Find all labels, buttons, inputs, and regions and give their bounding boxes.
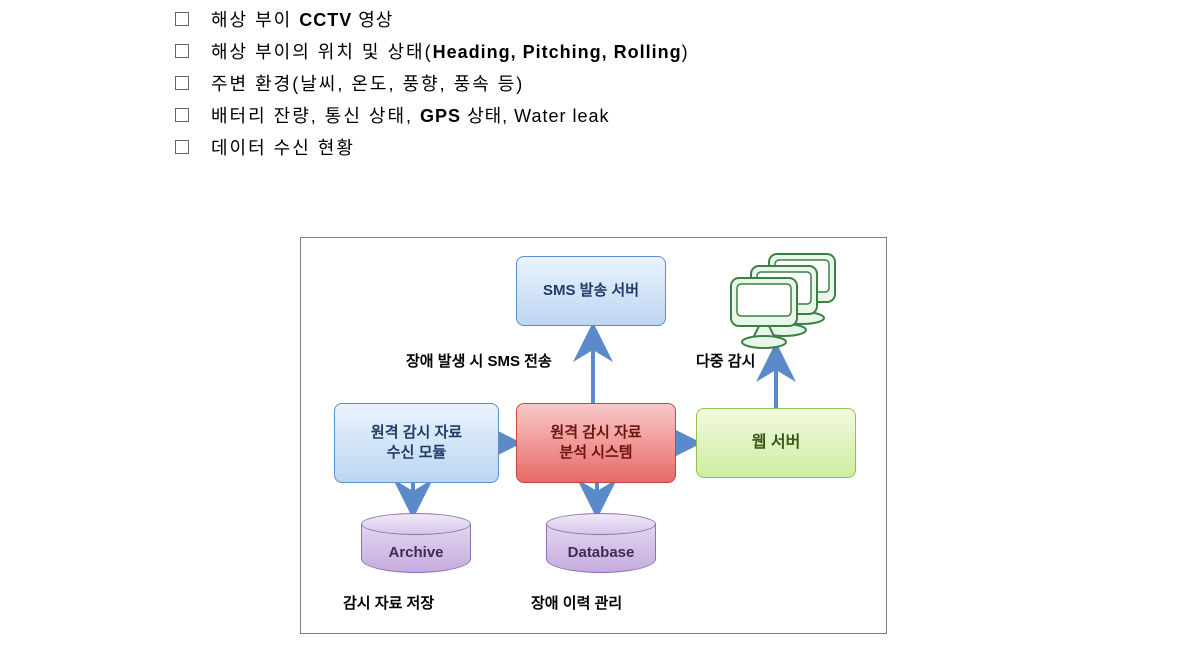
bullet-text: 주변 환경(날씨, 온도, 풍향, 풍속 등) <box>211 70 524 96</box>
label-sms: 장애 발생 시 SMS 전송 <box>406 350 552 371</box>
node-web-server: 웹 서버 <box>696 408 856 478</box>
monitors-icon <box>731 254 835 348</box>
cylinder-archive: Archive <box>361 513 471 573</box>
bullet-marker <box>175 76 189 90</box>
bullet-marker <box>175 44 189 58</box>
label-database: 장애 이력 관리 <box>531 592 622 613</box>
bullet-marker <box>175 140 189 154</box>
bullet-text: 해상 부이의 위치 및 상태(Heading, Pitching, Rollin… <box>211 38 689 64</box>
bullet-marker <box>175 108 189 122</box>
list-item: 주변 환경(날씨, 온도, 풍향, 풍속 등) <box>175 70 689 96</box>
bullet-text: 해상 부이 CCTV 영상 <box>211 6 393 32</box>
cylinder-database: Database <box>546 513 656 573</box>
node-analyze-system: 원격 감시 자료 분석 시스템 <box>516 403 676 483</box>
list-item: 해상 부이의 위치 및 상태(Heading, Pitching, Rollin… <box>175 38 689 64</box>
node-sms-server: SMS 발송 서버 <box>516 256 666 326</box>
bullet-list: 해상 부이 CCTV 영상 해상 부이의 위치 및 상태(Heading, Pi… <box>175 0 689 166</box>
bullet-text: 데이터 수신 현황 <box>211 134 355 160</box>
label-archive: 감시 자료 저장 <box>343 592 434 613</box>
bullet-text: 배터리 잔량, 통신 상태, GPS 상태, Water leak <box>211 102 610 128</box>
list-item: 해상 부이 CCTV 영상 <box>175 6 689 32</box>
diagram-frame: SMS 발송 서버 원격 감시 자료 수신 모듈 원격 감시 자료 분석 시스템… <box>300 237 887 634</box>
node-recv-module: 원격 감시 자료 수신 모듈 <box>334 403 499 483</box>
bullet-marker <box>175 12 189 26</box>
list-item: 데이터 수신 현황 <box>175 134 689 160</box>
label-multi: 다중 감시 <box>696 350 755 371</box>
list-item: 배터리 잔량, 통신 상태, GPS 상태, Water leak <box>175 102 689 128</box>
